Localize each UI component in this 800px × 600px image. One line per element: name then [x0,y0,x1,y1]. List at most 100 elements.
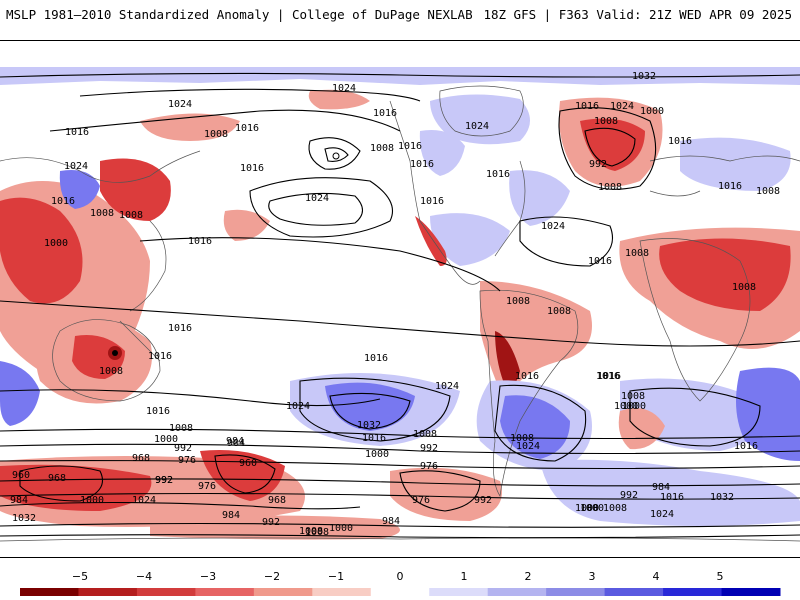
coastline-africa [639,238,751,402]
isobar-1008-antarctic [0,522,800,528]
isobar-label: 1000 [640,106,664,117]
isobar-1024-antarctic [0,534,800,539]
isobar-label: 1016 [240,163,264,174]
negative-anomaly-baja [415,216,447,266]
isobar-label: 1016 [420,196,444,207]
isobar-label: 1008 [299,526,323,537]
positive-anomaly-south-atlantic-core [500,395,570,459]
isobar-pacific-high-inner [268,192,364,226]
coastline-europe [649,155,800,197]
isobar-label: 992 [262,517,280,528]
color-scale-tick-label: 1 [461,570,468,583]
anomaly-shading [0,67,800,540]
isobar-label: 992 [620,490,638,501]
map-panel: 1032 1024 1016 1008 1016 1024 1016 1008 … [0,40,800,558]
isobar-label: 1008 [547,306,571,317]
isobar-label: 1000 [80,495,104,506]
color-scale-swatch [136,588,196,596]
isobar-label: 1016 [398,141,422,152]
isobar-label: 1024 [332,83,356,94]
isobar-label: 984 [10,495,28,506]
positive-anomaly-atlantic-west [509,170,570,226]
isobar-label: 1000 [575,503,599,514]
isobar-label: 992 [589,159,607,170]
isobar-label: 1016 [373,108,397,119]
positive-anomaly-south-pacific-core [325,382,415,431]
color-scale-swatch [20,588,79,596]
isobar-label: 1024 [465,121,489,132]
color-scale-swatch [429,588,489,596]
positive-anomaly-mongolia [59,170,100,209]
isobar-label: 1000 [44,238,68,249]
negative-anomaly-antarctic-rim [150,515,400,540]
color-scale-swatch [312,588,372,596]
negative-anomaly-australia-core [72,335,125,379]
isobar-label: 1016 [575,101,599,112]
color-scale-swatch [253,588,313,596]
color-scale-swatch [370,588,430,596]
isobar-label: 984 [652,482,670,493]
isobar-pacific-1016 [139,237,501,292]
color-scale-tick-label: 2 [525,570,532,583]
positive-anomaly-west-indian [0,361,40,426]
positive-anomaly-south-indian-east [736,367,800,461]
isobar-label: 984 [226,436,244,447]
isobar-label: 1032 [632,71,656,82]
isobar-aleutian-low-core [324,147,349,162]
isobar-label: 976 [198,481,216,492]
isobar-label: 1008 [621,391,645,402]
color-scale-tick-label: −2 [264,570,280,583]
isobar-label: 1024 [435,381,459,392]
isobar-label: 1024 [610,101,634,112]
isobar-label: 1024 [541,221,565,232]
color-scale-tick-label: −1 [328,570,344,583]
isobar-low-southern-ocean-3 [399,470,481,512]
isobar-label: 1000 [329,523,353,534]
negative-anomaly-southern-ocean-west-core [0,464,152,511]
pressure-centers [112,152,340,356]
isobar-label: 1032 [12,513,36,524]
isobar-label: 1016 [168,323,192,334]
isobar-label: 1016 [668,136,692,147]
isobar-label: 976 [178,455,196,466]
isobar-1016-south [0,389,381,407]
isobar-label: 1008 [169,423,193,434]
isobar-label: 1016 [596,371,620,382]
isobar-984-south [0,478,800,487]
isobar-label: 1032 [710,492,734,503]
isobar-968-south [0,501,361,510]
isobar-label: 960 [239,458,257,469]
isobar-label: 1016 [588,256,612,267]
isobar-1024-north [79,88,421,102]
isobar-label: 992 [155,475,173,486]
isobar-north-atlantic-outer [558,107,657,190]
isobar-label: 1008 [370,143,394,154]
isobar-label: 1016 [410,159,434,170]
negative-anomaly-pacific [223,209,270,241]
isobar-pacific-high-outer [249,177,394,238]
color-scale-swatch [604,588,664,596]
isobar-1032-arctic [0,72,800,78]
isobar-label: 1008 [598,182,622,193]
isobar-label: 1008 [603,503,627,514]
isobar-south-pacific-high [299,377,451,442]
isobar-label: 1000 [622,401,646,412]
isobar-label: 1016 [734,441,758,452]
isobar-label: 968 [268,495,286,506]
anomaly-map: 1032 1024 1016 1008 1016 1024 1016 1008 … [0,67,800,542]
isobar-976-south [0,492,800,500]
isobar-label: 1008 [204,129,228,140]
positive-anomaly-us [430,213,510,266]
isobar-label: 1024 [64,161,88,172]
isobar-label: 992 [174,443,192,454]
isobar-label: 992 [155,475,173,486]
isobar-low-southern-ocean-2 [214,454,276,494]
isobar-label: 1000 [154,434,178,445]
isobar-label: 1008 [594,116,618,127]
isobar-1008-south [0,428,800,440]
isobar-1000-south [0,443,800,455]
isobar-label: 1016 [660,492,684,503]
coastline-australia [52,319,161,402]
isobar-label: 976 [412,495,430,506]
negative-anomaly-gulf-alaska [308,89,370,110]
